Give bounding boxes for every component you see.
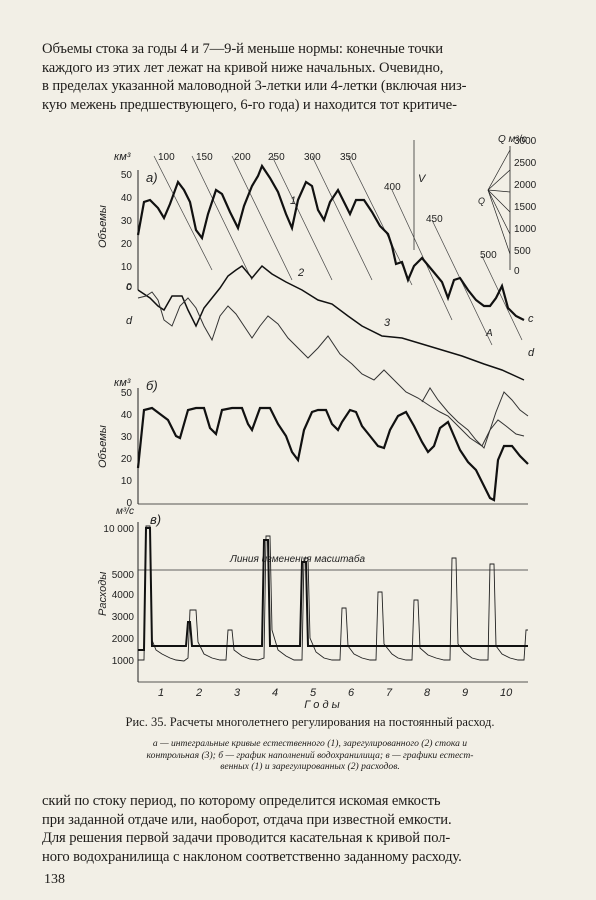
tick: 20 [121,454,133,465]
curve-label: 3 [384,317,391,329]
scale-unit: Q м³/с [498,134,527,145]
tick: 0 [126,282,132,293]
letter-label: A [485,328,493,339]
rate-label: 100 [158,152,175,163]
x-tick: 1 [158,687,164,699]
tick: 50 [121,170,133,181]
letter-label: V [418,173,427,185]
figure-caption-title: Рис. 35. Расчеты многолетнего регулирова… [125,715,495,729]
scale-tick: 500 [514,246,531,257]
x-tick: 5 [310,687,317,699]
rate-label: 250 [268,152,285,163]
panel-a-unit: км³ [114,151,131,163]
rate-label: 300 [304,152,321,163]
panel-c-label: в) [150,512,161,527]
text-line: каждого из этих лет лежат на кривой ниже… [42,59,444,76]
panel-b-label: б) [146,378,158,393]
rate-label: 350 [340,152,357,163]
x-axis-label: Г о д ы [304,699,339,710]
scale-tick: 0 [514,266,520,277]
scale-tick: 2500 [514,158,537,169]
tick: 5000 [112,570,135,581]
scale-tick: 1000 [514,224,537,235]
tick: 30 [121,216,133,227]
figure-caption-text: а — интегральные кривые естественного (1… [70,738,550,773]
tick: 10 000 [103,524,134,535]
panel-c-axis-label: Расходы [97,572,109,616]
tick: 4000 [112,590,135,601]
top-paragraph: Объемы стока за годы 4 и 7—9-й меньше но… [42,40,572,114]
panel-c-unit: м³/с [116,506,134,517]
x-tick: 4 [272,687,278,699]
rate-label: 500 [480,250,497,261]
text-line: Для решения первой задачи проводится кас… [42,830,451,847]
letter-label: c [126,281,132,293]
x-tick: 9 [462,687,468,699]
panel-a-axis-label: Объемы [97,205,109,248]
text-line: в пределах указанной маловодной 3-летки … [42,78,467,95]
tick: 0 [126,498,132,509]
page-number: 138 [44,872,65,887]
letter-label: c [528,313,534,325]
scale-tick: 3000 [514,136,537,147]
bottom-paragraph: ский по стоку период, по которому опреде… [42,792,572,866]
x-tick: 3 [234,687,241,699]
panel-a-label: а) [146,170,158,185]
curve-label: 1 [290,195,296,207]
x-tick: 6 [348,687,355,699]
x-tick: 2 [195,687,202,699]
tick: 1000 [112,656,135,667]
rate-label: 450 [426,214,443,225]
letter-label: d [528,347,535,359]
panel-b: км³ б) Объемы 50 40 30 20 10 0 [97,377,529,509]
caption-line: контрольная (3); б — график наполнений в… [146,749,474,761]
curve-label: 2 [297,267,304,279]
tick: 40 [121,193,133,204]
rate-label: 400 [384,182,401,193]
scale-change-annotation: Линия изменения масштаба [229,553,365,565]
tick: 2000 [112,634,135,645]
figure-35: км³ а) Объемы 50 40 30 20 10 0 100 150 2… [97,134,537,710]
letter-label: Q [478,196,485,206]
scale-tick: 1500 [514,202,537,213]
tick: 50 [121,388,133,399]
letter-label: d [126,315,133,327]
panel-b-unit: км³ [114,377,131,389]
rate-label: 200 [234,152,251,163]
x-tick: 10 [500,687,513,699]
text-line: ский по стоку период, по которому опреде… [42,793,441,809]
caption-line: а — интегральные кривые естественного (1… [152,738,468,749]
text-line: ного водохранилища с наклоном соответств… [42,848,462,865]
tick: 40 [121,410,133,421]
x-tick: 8 [424,687,431,699]
text-line: при заданной отдаче или, наоборот, отдач… [42,811,452,828]
tick: 20 [121,239,133,250]
tick: 30 [121,432,133,443]
tick: 10 [121,262,133,273]
panel-b-axis-label: Объемы [97,425,109,468]
text-line: кую межень предшествующего, 6-го года) и… [42,96,457,113]
rate-label: 150 [196,152,213,163]
tick: 3000 [112,612,135,623]
scale-tick: 2000 [514,180,537,191]
caption-line: венных (1) и зарегулированных (2) расход… [220,761,400,772]
panel-c: м³/с в) Расходы 10 000 5000 4000 3000 20… [97,506,528,710]
text-line: Объемы стока за годы 4 и 7—9-й меньше но… [42,41,444,57]
x-tick: 7 [386,687,393,699]
panel-a: км³ а) Объемы 50 40 30 20 10 0 100 150 2… [97,134,537,447]
tick: 10 [121,476,133,487]
